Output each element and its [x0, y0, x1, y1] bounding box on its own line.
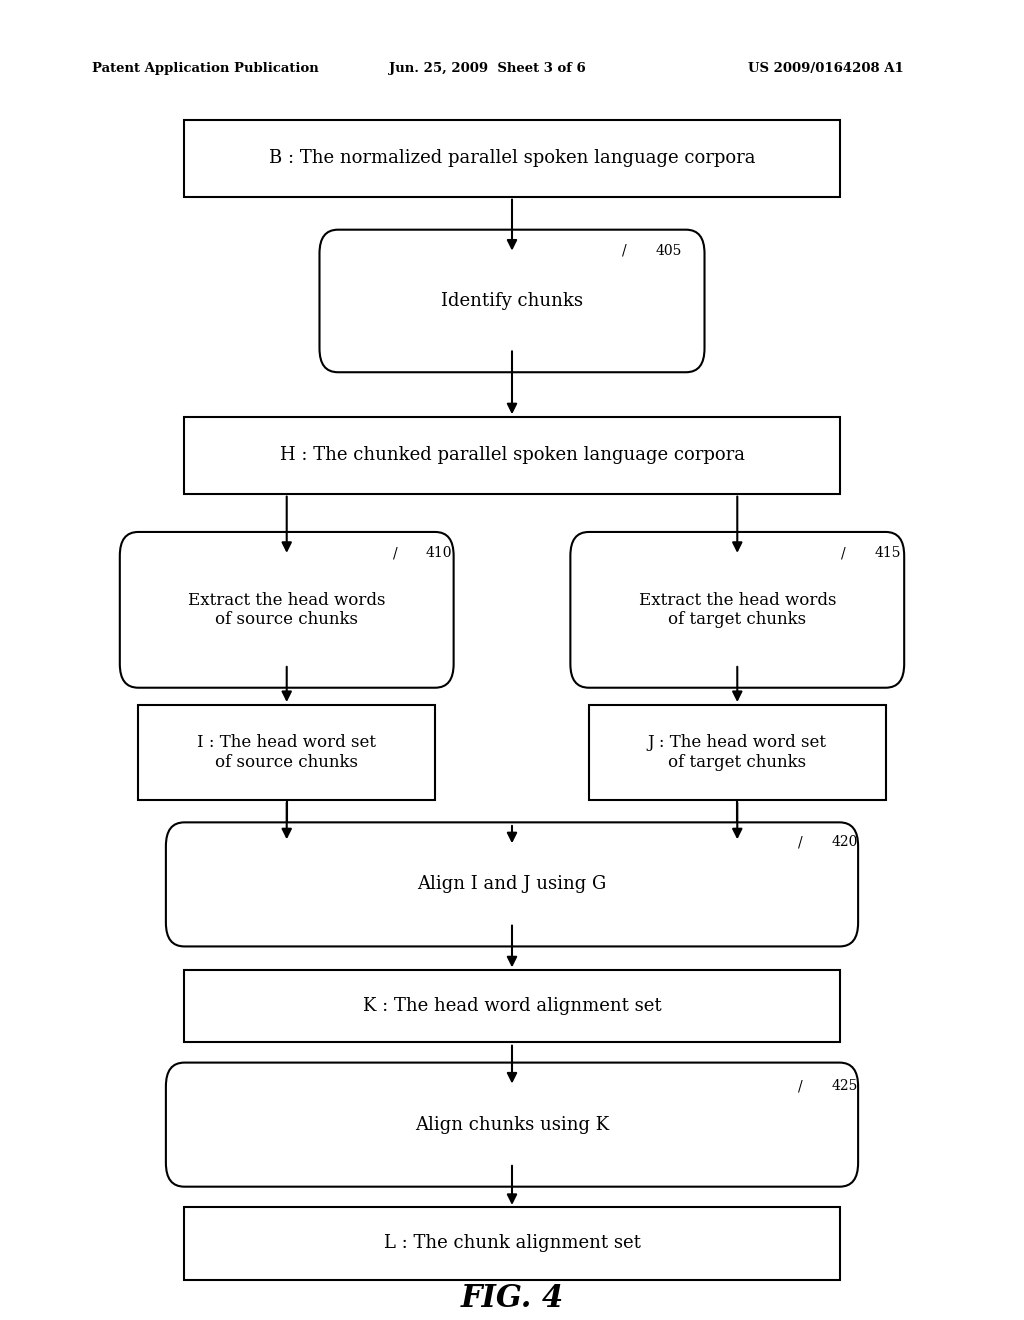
- Text: 415: 415: [874, 546, 901, 560]
- Text: Extract the head words
of source chunks: Extract the head words of source chunks: [188, 591, 385, 628]
- FancyBboxPatch shape: [570, 532, 904, 688]
- Text: Align I and J using G: Align I and J using G: [418, 875, 606, 894]
- Text: J : The head word set
of target chunks: J : The head word set of target chunks: [648, 734, 826, 771]
- Text: FIG. 4: FIG. 4: [461, 1283, 563, 1315]
- FancyBboxPatch shape: [184, 969, 840, 1043]
- Text: /: /: [623, 244, 627, 257]
- Text: /: /: [799, 1080, 803, 1093]
- Text: /: /: [393, 546, 397, 560]
- Text: 410: 410: [426, 546, 453, 560]
- FancyBboxPatch shape: [184, 417, 840, 494]
- FancyBboxPatch shape: [319, 230, 705, 372]
- Text: Patent Application Publication: Patent Application Publication: [92, 62, 318, 75]
- Text: /: /: [799, 836, 803, 849]
- FancyBboxPatch shape: [166, 822, 858, 946]
- Text: B : The normalized parallel spoken language corpora: B : The normalized parallel spoken langu…: [268, 149, 756, 168]
- Text: I : The head word set
of source chunks: I : The head word set of source chunks: [198, 734, 376, 771]
- Text: K : The head word alignment set: K : The head word alignment set: [362, 997, 662, 1015]
- FancyBboxPatch shape: [166, 1063, 858, 1187]
- FancyBboxPatch shape: [120, 532, 454, 688]
- Text: Jun. 25, 2009  Sheet 3 of 6: Jun. 25, 2009 Sheet 3 of 6: [389, 62, 586, 75]
- Text: US 2009/0164208 A1: US 2009/0164208 A1: [748, 62, 903, 75]
- Text: 425: 425: [831, 1080, 858, 1093]
- Text: L : The chunk alignment set: L : The chunk alignment set: [384, 1234, 640, 1253]
- Text: Extract the head words
of target chunks: Extract the head words of target chunks: [639, 591, 836, 628]
- Text: /: /: [842, 546, 846, 560]
- FancyBboxPatch shape: [184, 120, 840, 197]
- Text: 420: 420: [831, 836, 858, 849]
- Text: H : The chunked parallel spoken language corpora: H : The chunked parallel spoken language…: [280, 446, 744, 465]
- Text: 405: 405: [655, 244, 682, 257]
- Text: Align chunks using K: Align chunks using K: [415, 1115, 609, 1134]
- FancyBboxPatch shape: [589, 705, 886, 800]
- FancyBboxPatch shape: [184, 1206, 840, 1280]
- FancyBboxPatch shape: [138, 705, 435, 800]
- Text: Identify chunks: Identify chunks: [441, 292, 583, 310]
